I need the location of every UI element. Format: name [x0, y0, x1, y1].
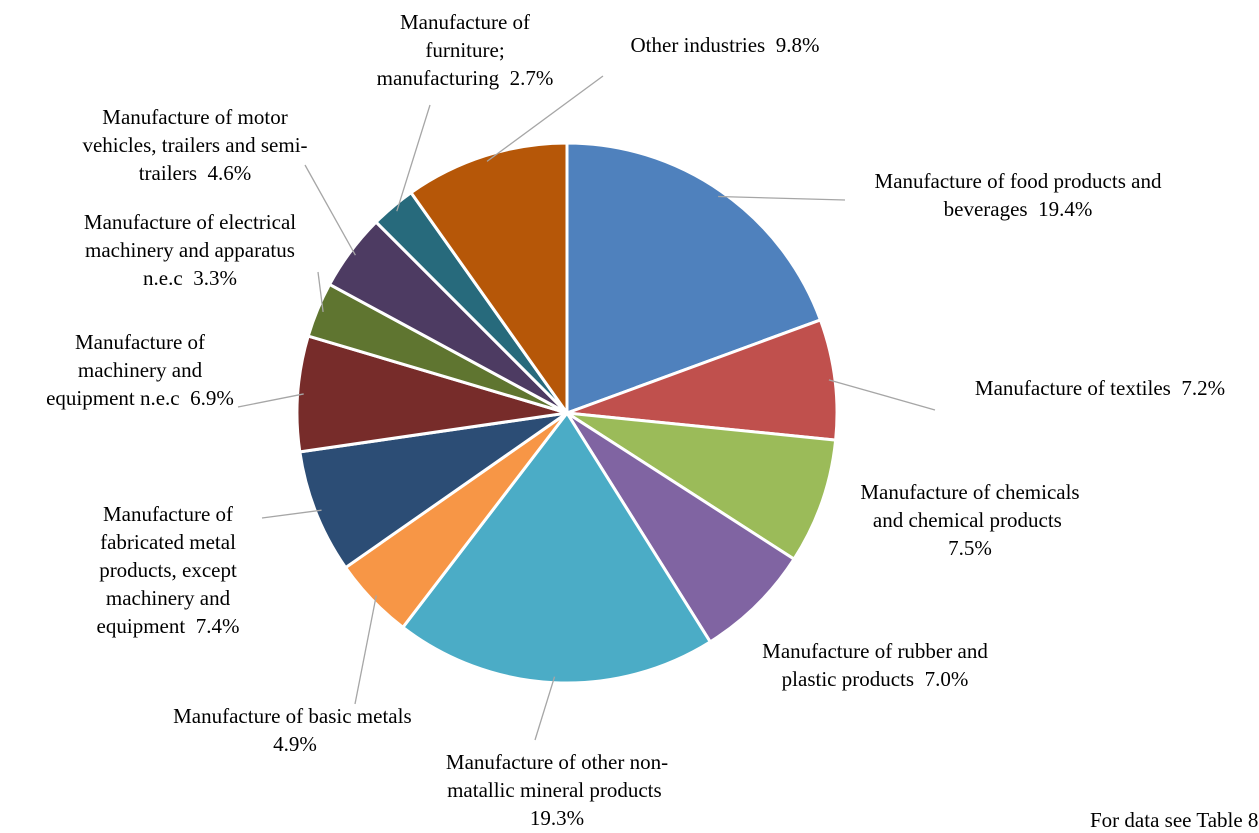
- value-label: 4.6%: [207, 161, 252, 185]
- slice-label: Manufacture of machinery and equipment n…: [40, 328, 240, 412]
- slice-label: Manufacture of furniture; manufacturing …: [360, 8, 570, 92]
- category-label: Manufacture of textiles: [974, 376, 1171, 400]
- value-label: 4.9%: [273, 732, 317, 756]
- leader-line: [828, 379, 936, 411]
- pie-slice: [408, 141, 569, 418]
- leader-line: [396, 104, 431, 212]
- slice-label: Manufacture of electrical machinery and …: [70, 208, 310, 292]
- category-label: Manufacture of motor vehicles, trailers …: [82, 105, 308, 185]
- value-label: 2.7%: [509, 66, 554, 90]
- value-label: 7.0%: [924, 667, 969, 691]
- value-label: 19.4%: [1038, 197, 1093, 221]
- value-label: 7.5%: [948, 536, 992, 560]
- leader-line: [237, 393, 304, 408]
- pie-slice: [295, 334, 568, 454]
- leader-line: [718, 195, 846, 201]
- value-label: 3.3%: [193, 266, 237, 290]
- leader-line: [317, 271, 324, 313]
- leader-line: [486, 75, 604, 162]
- slice-label: Manufacture of food products and beverag…: [853, 167, 1183, 223]
- leader-line: [354, 595, 377, 705]
- note: For data see Table 8.9: [1090, 808, 1259, 832]
- slice-label: Manufacture of textiles 7.2%: [935, 374, 1259, 402]
- slice-label: Other industries 9.8%: [595, 31, 855, 59]
- slice-label: Manufacture of other non-matallic minera…: [437, 748, 677, 832]
- pie-slice: [298, 411, 568, 570]
- category-label: Manufacture of chemicals and chemical pr…: [860, 480, 1080, 532]
- value-label: 19.3%: [529, 806, 585, 830]
- slice-label: Manufacture of basic metals 4.9%: [165, 702, 425, 758]
- pie-slice: [566, 411, 838, 562]
- category-label: Manufacture of basic metals: [173, 704, 412, 728]
- leader-line: [304, 164, 356, 256]
- value-label: 6.9%: [190, 386, 234, 410]
- category-label: Manufacture of rubber and plastic produc…: [762, 639, 988, 691]
- pie-slice: [565, 411, 797, 644]
- value-label: 7.4%: [195, 614, 240, 638]
- slice-label: Manufacture of rubber and plastic produc…: [740, 637, 1010, 693]
- category-label: Manufacture of electrical machinery and …: [83, 210, 297, 290]
- pie-slice: [565, 141, 823, 416]
- pie-slice: [566, 318, 839, 442]
- category-label: Manufacture of machinery and equipment n…: [46, 330, 206, 410]
- category-label: Other industries: [630, 33, 766, 57]
- slice-label: Manufacture of fabricated metal products…: [76, 500, 261, 640]
- leader-line: [261, 509, 322, 519]
- leader-line: [534, 676, 556, 741]
- slice-label: Manufacture of chemicals and chemical pr…: [850, 478, 1090, 562]
- slice-label: Manufacture of motor vehicles, trailers …: [70, 103, 320, 187]
- pie-slice: [400, 410, 713, 685]
- category-label: Manufacture of other non-matallic minera…: [445, 750, 669, 802]
- category-label: Manufacture of food products and beverag…: [874, 169, 1162, 221]
- category-label: Manufacture of furniture; manufacturing: [376, 10, 531, 90]
- value-label: 7.2%: [1181, 376, 1226, 400]
- value-label: 9.8%: [775, 33, 820, 57]
- category-label: Manufacture of fabricated metal products…: [96, 502, 237, 638]
